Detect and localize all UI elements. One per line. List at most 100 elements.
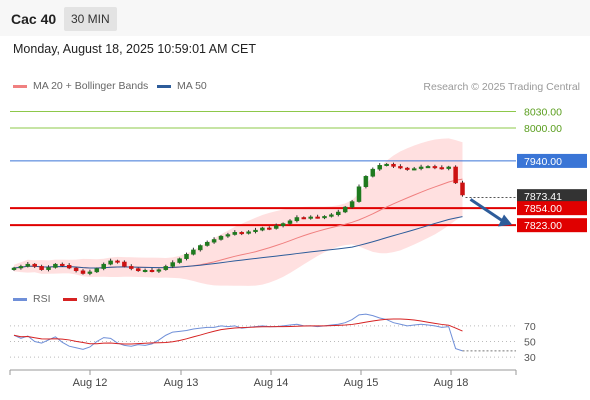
candle [246,230,251,235]
candle-body [453,166,458,184]
candle-body [177,258,182,263]
candle-body [384,163,389,166]
candle-body [198,245,203,251]
level-label-7854.00: 7854.00 [517,201,587,216]
candle [177,257,182,264]
rsi-ma-swatch [63,297,77,301]
candle [198,244,203,252]
candle [322,215,327,220]
candle-body [370,168,376,177]
candle [336,209,341,217]
candle-body [225,234,231,237]
ma20-swatch [13,84,27,88]
candle [377,163,382,171]
timeframe-button[interactable]: 30 MIN [64,7,117,31]
level-label-7873.41: 7873.41 [517,189,587,204]
candle [342,205,348,214]
candle-body [156,269,162,272]
candle-body [66,265,72,269]
candle [239,231,244,236]
x-tick-label: Aug 14 [254,377,289,389]
candle [432,164,438,170]
candle [129,264,134,271]
candle-body [60,263,65,266]
candle [73,266,79,273]
level-text: 7854.00 [524,203,562,215]
candle-body [135,268,141,272]
candle [135,267,141,272]
level-label-8000.00: 8000.00 [524,123,562,135]
candle [115,259,120,264]
candle [101,262,106,271]
candle-body [356,186,362,202]
candle [225,232,231,238]
candle-body [80,270,86,274]
candle-body [184,254,189,259]
candle [356,184,362,203]
candle [398,164,403,170]
candle-body [432,166,438,169]
level-label-8030.00: 8030.00 [524,106,562,118]
candle-body [149,269,155,272]
candle-body [349,201,355,208]
candle-body [115,260,120,263]
candle-body [39,266,44,270]
candle-body [439,167,445,170]
rsi-tick-label: 70 [524,321,536,333]
instrument-title: Cac 40 [11,11,57,27]
candle-body [329,214,334,217]
x-tick-label: Aug 18 [434,377,469,389]
rsi-line [13,313,463,352]
candle-body [446,166,451,169]
candle-body [53,263,58,268]
legend-ma20: MA 20 + Bollinger Bands [13,80,148,92]
candle [142,268,148,273]
candle [391,162,396,169]
candle-body [94,268,100,273]
legend-rsi-label: RSI [33,293,51,305]
candle [60,262,65,267]
candle [308,215,313,220]
candle [349,199,355,209]
ma50-line [13,216,463,269]
candle-body [336,211,341,215]
candle-body [232,232,238,235]
level-tag [517,201,587,216]
legend-ma50: MA 50 [157,80,207,92]
bollinger-band-area [14,138,463,286]
candle [280,222,286,228]
rsi-ma-line [13,318,463,345]
candle [108,258,113,266]
candle-body [315,216,320,219]
candle [273,223,279,230]
candle [411,166,417,171]
ma50-swatch [157,84,171,88]
level-text: 7823.00 [524,220,562,232]
credit: Research © 2025 Trading Central [423,81,580,93]
legend-rsi-ma-label: 9MA [83,293,105,305]
legend-rsi-ma: 9MA [63,293,105,305]
candle-body [308,216,313,219]
candle-body [170,262,175,267]
rsi-tick-label: 50 [524,337,536,349]
candle [39,264,44,271]
candle-body [260,227,265,231]
candle-body [460,182,465,196]
candle [267,226,272,231]
candle [53,263,58,269]
candle [363,175,369,189]
candle [425,165,431,169]
timestamp: Monday, August 18, 2025 10:59:01 AM CET [13,42,256,56]
level-label-7940.00: 7940.00 [517,153,587,168]
candle [25,261,31,268]
candle-body [129,266,134,269]
candle [453,165,458,184]
candle-body [363,176,369,187]
candle-body [101,263,106,269]
candle-body [405,167,410,170]
candle-body [122,261,127,267]
bollinger-bands [14,138,463,286]
candle-body [280,223,286,226]
forecast-arrow [469,198,512,227]
legend-ma50-label: MA 50 [177,80,207,92]
